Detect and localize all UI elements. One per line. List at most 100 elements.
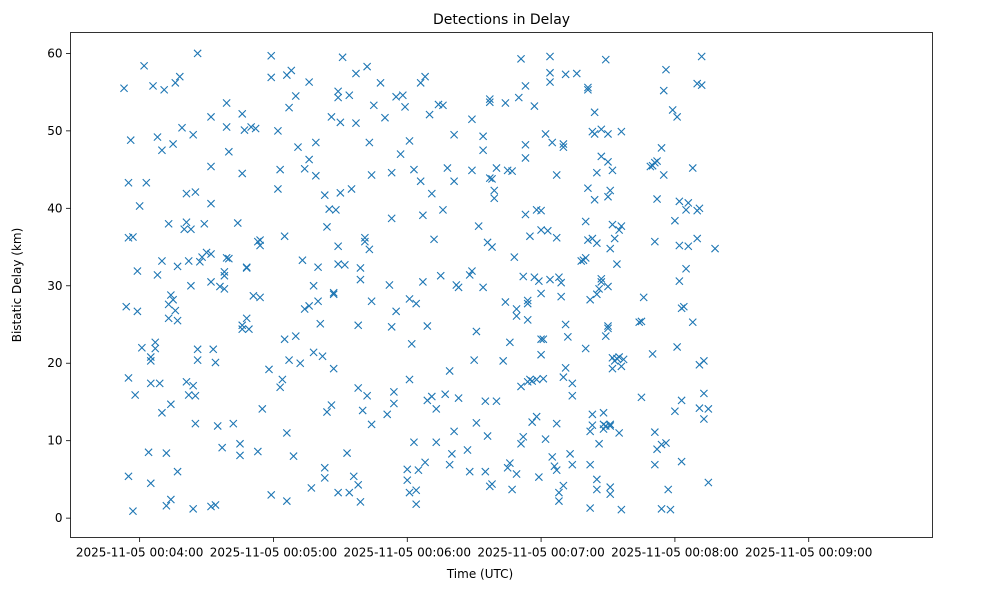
data-point (285, 356, 294, 365)
data-point (525, 232, 534, 241)
data-point (251, 124, 260, 133)
data-point (586, 427, 595, 436)
data-point (492, 164, 501, 173)
data-point (546, 78, 554, 87)
data-point (166, 400, 175, 409)
data-point (349, 472, 358, 481)
data-point (124, 472, 133, 481)
data-point (592, 485, 601, 494)
data-point (126, 136, 135, 145)
data-point (169, 295, 178, 304)
data-point (595, 284, 604, 293)
data-point (305, 155, 314, 164)
data-point (253, 447, 262, 456)
data-point (588, 410, 597, 419)
data-point (207, 162, 215, 171)
data-point (577, 257, 586, 265)
data-point (472, 327, 481, 336)
data-point (387, 168, 396, 177)
data-point (256, 293, 265, 302)
data-point (171, 306, 180, 315)
data-point (358, 406, 367, 415)
data-point (354, 384, 363, 393)
data-point (481, 397, 490, 406)
data-point (403, 476, 412, 485)
data-point (557, 292, 566, 301)
data-point (597, 277, 606, 286)
data-point (490, 186, 499, 195)
data-point (568, 460, 577, 469)
data-point (581, 217, 590, 226)
data-point (363, 391, 372, 400)
data-point (711, 244, 720, 253)
data-point (599, 408, 608, 417)
data-point (595, 439, 604, 448)
data-point (207, 502, 215, 511)
data-point (568, 391, 577, 400)
data-point (606, 483, 615, 492)
data-point (559, 373, 568, 382)
data-point (501, 98, 510, 107)
data-point (604, 129, 612, 138)
data-point (546, 52, 554, 61)
data-point (661, 65, 670, 74)
data-point (164, 219, 173, 228)
data-point (648, 349, 657, 358)
data-point (517, 54, 526, 63)
data-point (309, 281, 318, 290)
data-point (276, 383, 285, 392)
data-point (465, 467, 474, 476)
data-point (267, 51, 276, 60)
data-point (360, 233, 369, 242)
data-point (488, 243, 497, 252)
data-point (329, 288, 338, 297)
data-point (517, 382, 526, 391)
data-point (193, 49, 202, 58)
data-point (202, 248, 211, 257)
data-point (365, 245, 374, 254)
data-point (608, 220, 617, 229)
data-point (186, 225, 195, 234)
data-point (240, 126, 249, 135)
data-point (171, 78, 180, 87)
data-point (345, 488, 354, 497)
data-point (704, 404, 713, 413)
data-point (559, 140, 568, 149)
data-point (590, 108, 599, 117)
data-point (532, 412, 541, 421)
data-point (334, 93, 343, 102)
data-point (606, 490, 615, 499)
data-point (514, 93, 523, 102)
data-point (416, 78, 425, 87)
data-point (189, 130, 198, 139)
data-point (604, 324, 612, 333)
data-point (546, 275, 554, 284)
data-point (541, 435, 550, 444)
data-point (699, 389, 708, 398)
y-axis-label: Bistatic Delay (km) (10, 228, 24, 343)
data-point (305, 78, 314, 87)
data-point (432, 404, 441, 413)
data-point (278, 375, 287, 384)
data-point (586, 504, 595, 513)
data-point (398, 91, 407, 100)
x-tick-label: 2025-11-05 00:06:00 (344, 546, 471, 560)
data-point (688, 164, 697, 173)
data-point (222, 98, 231, 107)
data-point (367, 297, 376, 306)
x-tick-label: 2025-11-05 00:09:00 (745, 546, 872, 560)
data-point (220, 271, 229, 280)
data-point (438, 205, 447, 214)
data-point (592, 475, 601, 484)
data-point (182, 218, 191, 227)
data-point (289, 452, 298, 461)
data-point (592, 168, 601, 177)
data-point (211, 500, 220, 509)
data-point (661, 439, 670, 447)
data-point (256, 236, 265, 245)
marker-layer (120, 49, 720, 516)
data-point (173, 316, 182, 325)
data-point (146, 353, 155, 362)
data-point (537, 289, 546, 298)
data-point (265, 365, 273, 374)
